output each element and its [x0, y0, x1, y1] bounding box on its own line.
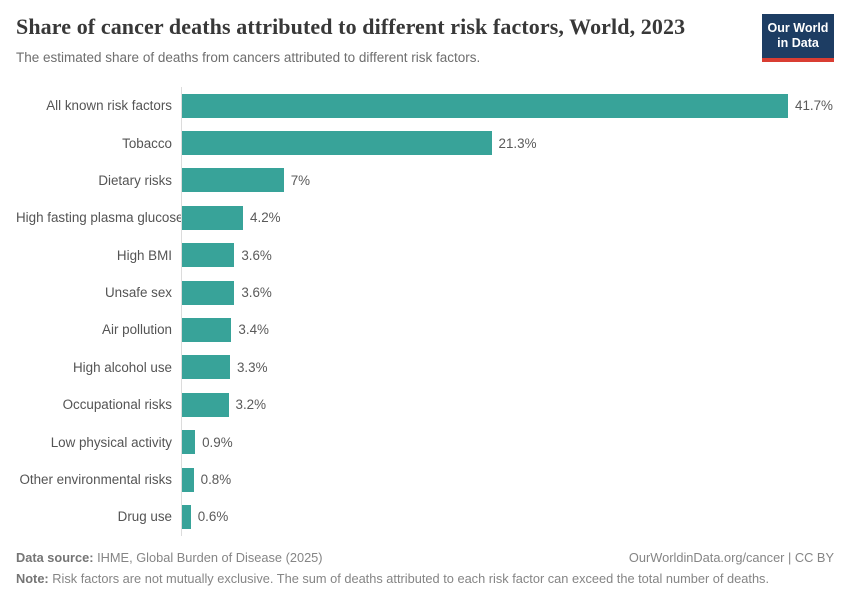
data-source-label: Data source:: [16, 549, 94, 565]
value-label: 41.7%: [795, 98, 833, 114]
category-label: Unsafe sex: [105, 285, 172, 301]
title-block: Share of cancer deaths attributed to dif…: [16, 14, 762, 67]
bar[interactable]: [182, 93, 788, 118]
chart-row: High alcohol use 3.3%: [16, 348, 834, 387]
bar-area: 0.6%: [181, 498, 834, 536]
value-label: 3.6%: [241, 247, 272, 263]
category-label: Occupational risks: [62, 397, 172, 413]
bar[interactable]: [182, 430, 196, 455]
value-label: 7%: [290, 172, 311, 188]
value-label: 4.2%: [250, 210, 281, 226]
chart-row: Air pollution 3.4%: [16, 311, 834, 349]
bar-area: 3.4%: [181, 311, 834, 349]
bar-area: 0.9%: [181, 423, 834, 461]
bar[interactable]: [182, 243, 235, 268]
category-label: Tobacco: [122, 135, 172, 151]
chart-title: Share of cancer deaths attributed to dif…: [16, 14, 686, 39]
bar-area: 3.3%: [181, 348, 834, 387]
category-label: Low physical activity: [50, 434, 172, 450]
chart-subtitle: The estimated share of deaths from cance…: [16, 50, 481, 66]
category-label: All known risk factors: [46, 98, 172, 114]
value-label: 3.2%: [235, 397, 267, 413]
note-text: Risk factors are not mutually exclusive.…: [48, 570, 770, 586]
data-source-line: Data source: IHME, Global Burden of Dise…: [16, 549, 323, 566]
bar-area: 4.2%: [181, 199, 834, 237]
owid-logo-text-line1: Our World: [767, 21, 829, 35]
bar[interactable]: [182, 467, 194, 492]
chart-row: High fasting plasma glucose 4.2%: [16, 199, 834, 237]
owid-logo-text-line2: in Data: [777, 36, 819, 51]
chart-row: Low physical activity 0.9%: [16, 423, 834, 461]
chart-row: Tobacco 21.3%: [16, 124, 834, 162]
value-label: 3.4%: [238, 322, 269, 338]
value-label: 0.8%: [200, 472, 232, 488]
bar[interactable]: [182, 317, 232, 342]
value-label: 0.6%: [197, 509, 229, 525]
bar-area: 21.3%: [181, 124, 834, 162]
value-label: 21.3%: [498, 135, 537, 151]
bar-area: 41.7%: [181, 86, 834, 125]
footer-top-row: Data source: IHME, Global Burden of Dise…: [16, 549, 834, 566]
chart-row: Unsafe sex 3.6%: [16, 273, 834, 312]
chart-row: Occupational risks 3.2%: [16, 386, 834, 424]
bar[interactable]: [182, 168, 284, 193]
bar-area: 3.6%: [181, 236, 834, 274]
bar[interactable]: [182, 131, 492, 156]
category-label: High BMI: [116, 247, 172, 263]
bar-area: 3.6%: [181, 273, 834, 312]
bar[interactable]: [182, 205, 244, 230]
note-label: Note:: [16, 570, 49, 586]
bar[interactable]: [182, 392, 229, 417]
chart-row: Drug use 0.6%: [16, 498, 834, 536]
footer: Data source: IHME, Global Burden of Dise…: [16, 549, 834, 588]
bar[interactable]: [182, 355, 230, 380]
category-label: Air pollution: [102, 322, 172, 338]
data-source-text: IHME, Global Burden of Disease (2025): [93, 549, 323, 565]
header: Share of cancer deaths attributed to dif…: [16, 14, 834, 67]
bar-area: 7%: [181, 161, 834, 200]
category-label: High alcohol use: [72, 359, 172, 375]
bar[interactable]: [182, 504, 191, 529]
footer-note: Note: Risk factors are not mutually excl…: [16, 570, 834, 587]
value-label: 3.3%: [236, 359, 268, 375]
bar[interactable]: [182, 280, 235, 305]
chart-row: High BMI 3.6%: [16, 236, 834, 274]
credit-link[interactable]: OurWorldinData.org/cancer | CC BY: [628, 549, 834, 565]
value-label: 0.9%: [202, 434, 233, 450]
owid-logo: Our World in Data: [762, 14, 834, 62]
bar-area: 0.8%: [181, 460, 834, 499]
value-label: 3.6%: [241, 285, 272, 301]
chart-row: Other environmental risks 0.8%: [16, 460, 834, 499]
chart-row: All known risk factors 41.7%: [16, 86, 834, 125]
bar-area: 3.2%: [181, 386, 834, 424]
category-label: Drug use: [117, 509, 172, 525]
category-label: Other environmental risks: [19, 472, 172, 488]
chart-row: Dietary risks 7%: [16, 161, 834, 200]
bar-chart: All known risk factors 41.7% Tobacco 21.3% D…: [16, 86, 834, 536]
category-label: High fasting plasma glucose: [16, 210, 184, 226]
category-label: Dietary risks: [98, 172, 172, 188]
